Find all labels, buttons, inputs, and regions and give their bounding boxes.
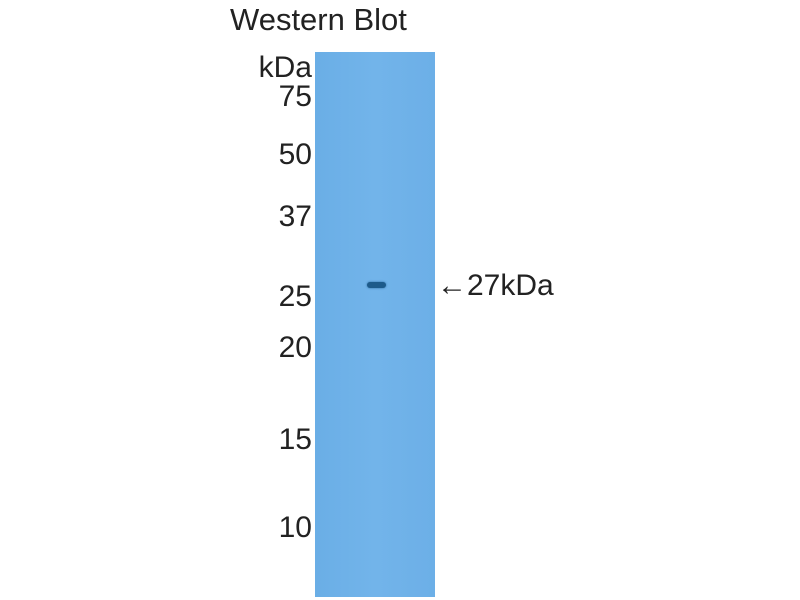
figure-title: Western Blot <box>230 2 407 37</box>
marker-37: 37 <box>278 200 312 233</box>
marker-10: 10 <box>278 511 312 544</box>
blot-lane <box>315 52 435 597</box>
protein-band <box>367 282 386 288</box>
marker-75: 75 <box>278 80 312 113</box>
unit-label: kDa <box>258 51 312 84</box>
marker-20: 20 <box>278 331 312 364</box>
marker-15: 15 <box>278 423 312 456</box>
marker-50: 50 <box>278 138 312 171</box>
marker-25: 25 <box>278 280 312 313</box>
band-size-label: ←27kDa <box>437 269 554 302</box>
